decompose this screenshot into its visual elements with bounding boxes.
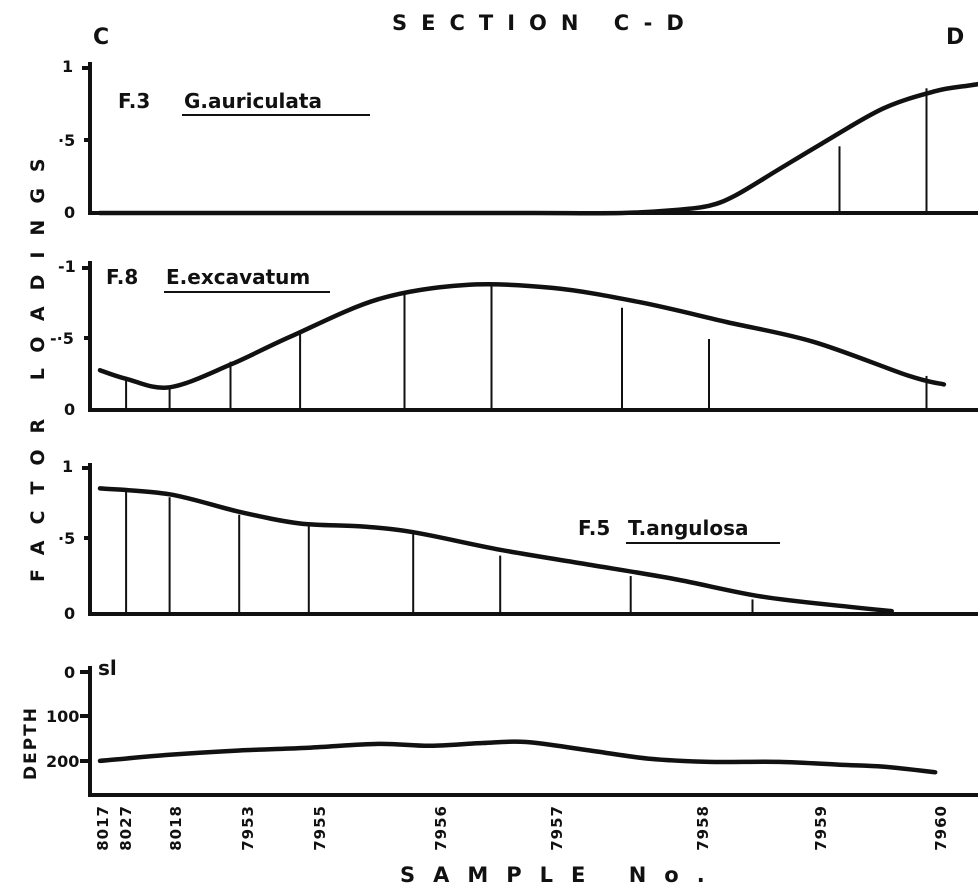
f5-species-label: T.angulosa [628, 516, 749, 540]
panel-f5: 1 ·5 0 F.5 T.angulosa [58, 457, 978, 623]
sample-label-7955: 7955 [311, 805, 329, 851]
f5-tick-label-half: ·5 [58, 529, 75, 548]
sample-label-8027: 8027 [117, 805, 135, 851]
sample-labels: 8017 8027 8018 7953 7955 7956 7957 7958 7959 7960 [94, 805, 950, 851]
depth-axis-label: DEPTH [21, 706, 41, 780]
depth-tick-label-0: 0 [64, 663, 75, 682]
f5-tick-label-1: 1 [62, 457, 73, 476]
f8-factor-label: F.8 [106, 265, 138, 289]
sample-label-7956: 7956 [432, 805, 450, 851]
f5-tick-label-0: 0 [64, 604, 75, 623]
sample-label-7959: 7959 [812, 805, 830, 851]
f8-tick-label-half: -·5 [50, 329, 74, 348]
sea-level-label: sl [98, 656, 117, 680]
chart-title: SECTION C-D [392, 11, 698, 35]
sample-label-8018: 8018 [167, 805, 185, 851]
sample-label-8017: 8017 [94, 805, 112, 851]
sample-label-7957: 7957 [548, 805, 566, 851]
x-axis-title: SAMPLE No. [400, 863, 723, 887]
corner-label-left: C [93, 25, 109, 50]
f3-tick-label-half: ·5 [58, 131, 75, 150]
corner-label-right: D [946, 25, 964, 50]
f3-loading-curve [97, 81, 978, 216]
sample-label-7960: 7960 [932, 805, 950, 851]
f3-tick-label-1: 1 [62, 57, 73, 76]
panel-f3: 1 ·5 0 F.3 G.auriculata [58, 57, 978, 222]
f5-loading-curve [97, 486, 894, 614]
depth-tick-label-100: 100 [46, 707, 79, 726]
f8-tick-label-0: 0 [64, 400, 75, 419]
f8-species-label: E.excavatum [166, 265, 310, 289]
panel-f8: -1 -·5 0 F.8 E.excavatum [50, 257, 978, 419]
panel-depth: DEPTH 0 100 200 sl [21, 656, 978, 797]
sample-label-7953: 7953 [239, 805, 257, 851]
f8-loading-curve [97, 281, 947, 390]
f3-species-label: G.auriculata [184, 89, 322, 113]
f8-tick-label-1: -1 [58, 257, 76, 276]
depth-profile-curve [97, 739, 938, 775]
y-group-label: FACTOR LOADINGS [27, 142, 49, 582]
f3-factor-label: F.3 [118, 89, 150, 113]
sample-label-7958: 7958 [694, 805, 712, 851]
f3-tick-label-0: 0 [64, 203, 75, 222]
f5-factor-label: F.5 [578, 516, 610, 540]
depth-tick-label-200: 200 [46, 752, 79, 771]
